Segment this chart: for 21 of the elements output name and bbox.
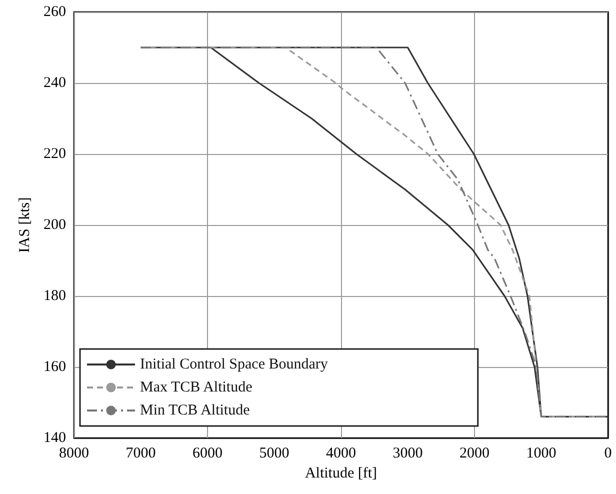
x-tick-label: 8000 (59, 446, 89, 462)
legend-label: Min TCB Altitude (140, 402, 250, 418)
x-axis-title: Altitude [ft] (304, 466, 378, 482)
y-axis-title: IAS [kts] (17, 197, 34, 253)
x-tick-label: 4000 (326, 446, 356, 462)
legend-label: Initial Control Space Boundary (140, 356, 328, 372)
x-tick-label: 3000 (392, 446, 423, 462)
x-tick-label: 6000 (192, 446, 222, 462)
y-tick-label: 240 (44, 75, 66, 91)
y-tick-label: 200 (44, 217, 66, 233)
x-tick-label: 1000 (526, 446, 556, 462)
legend-label: Max TCB Altitude (140, 380, 253, 396)
y-tick-label: 180 (44, 288, 66, 304)
x-tick-label: 0 (604, 446, 612, 462)
y-tick-label: 140 (44, 430, 66, 446)
y-tick-label: 160 (44, 359, 66, 375)
x-tick-label: 2000 (460, 446, 490, 462)
x-tick-label: 5000 (259, 446, 290, 462)
y-tick-label: 220 (44, 146, 66, 162)
y-tick-label: 260 (44, 4, 66, 20)
x-tick-label: 7000 (126, 446, 156, 462)
